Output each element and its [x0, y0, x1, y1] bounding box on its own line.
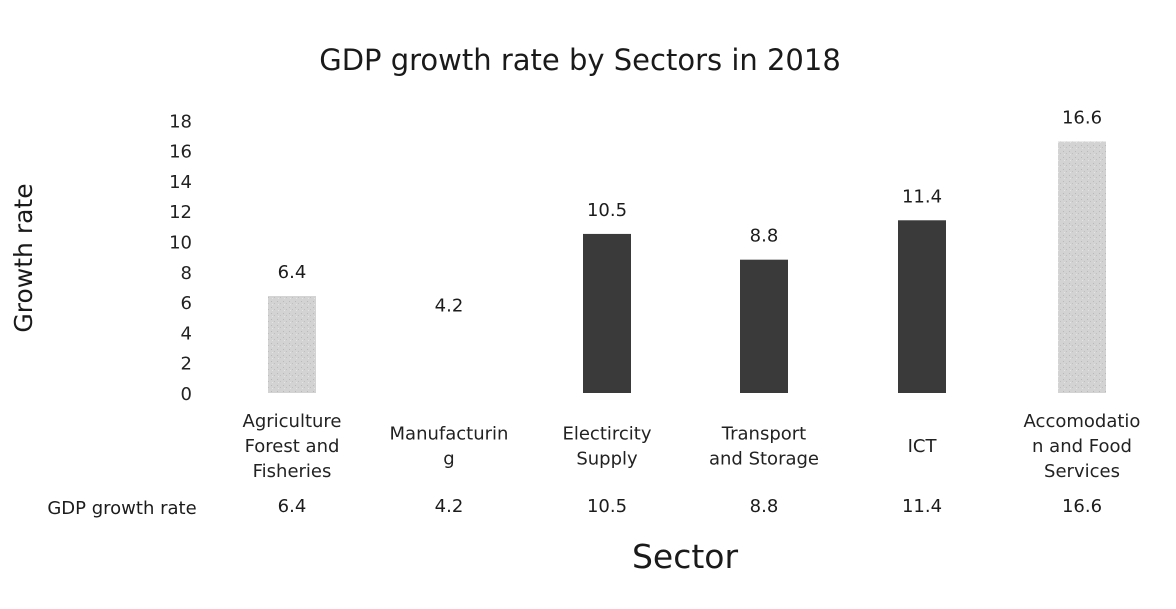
category-label-line: Transport	[721, 424, 806, 445]
category-label: Accomodatio n and Food Services	[1024, 411, 1141, 482]
bar-value-label: 11.4	[902, 186, 942, 207]
bar	[898, 220, 946, 393]
bar	[425, 329, 473, 393]
data-table-cell: 4.2	[435, 496, 464, 517]
category-label-line: Accomodatio	[1024, 411, 1141, 432]
category-labels: Agriculture Forest and Fisheries Manufactur…	[243, 411, 1141, 482]
y-tick-label: 0	[181, 384, 192, 405]
category-label-line: Fisheries	[253, 461, 332, 482]
bar-value-label: 6.4	[278, 262, 307, 283]
data-table: GDP growth rate 6.4 4.2 10.5 8.8 11.4 16.6	[47, 496, 1102, 519]
bar-value-label: 16.6	[1062, 108, 1102, 129]
category-label-line: Forest and	[245, 436, 340, 457]
y-axis-label: Growth rate	[9, 183, 38, 332]
y-tick-label: 2	[181, 354, 192, 375]
bar-value-label: 8.8	[750, 226, 779, 247]
y-tick-label: 10	[169, 233, 192, 254]
y-tick-label: 16	[169, 142, 192, 163]
bars	[268, 141, 1106, 393]
y-tick-label: 4	[181, 323, 192, 344]
category-label-line: g	[443, 449, 454, 470]
category-label: ICT	[908, 436, 938, 457]
category-label-line: Electircity	[562, 424, 651, 445]
x-axis-label: Sector	[632, 537, 739, 576]
y-tick-label: 18	[169, 111, 192, 132]
chart-title: GDP growth rate by Sectors in 2018	[319, 43, 841, 77]
category-label-line: Services	[1044, 461, 1120, 482]
data-table-cell: 10.5	[587, 496, 627, 517]
y-tick-label: 8	[181, 263, 192, 284]
category-label: Manufacturin g	[390, 424, 509, 470]
data-table-cell: 6.4	[278, 496, 307, 517]
data-table-row-label: GDP growth rate	[47, 498, 196, 519]
category-label-line: Supply	[576, 449, 638, 470]
category-label-line: n and Food	[1032, 436, 1132, 457]
bar	[268, 296, 316, 393]
category-label-line: and Storage	[709, 449, 819, 470]
y-tick-label: 14	[169, 172, 192, 193]
category-label: Transport and Storage	[709, 424, 819, 470]
category-label-line: ICT	[908, 436, 938, 457]
bar	[1058, 141, 1106, 393]
data-table-cell: 16.6	[1062, 496, 1102, 517]
category-label-line: Manufacturin	[390, 424, 509, 445]
data-table-cell: 11.4	[902, 496, 942, 517]
value-labels: 6.4 4.2 10.5 8.8 11.4 16.6	[278, 108, 1102, 317]
bar	[740, 259, 788, 393]
y-tick-label: 12	[169, 202, 192, 223]
bar-value-label: 4.2	[435, 295, 464, 316]
category-label: Agriculture Forest and Fisheries	[243, 411, 342, 482]
category-label-line: Agriculture	[243, 411, 342, 432]
y-axis-ticks: 0 2 4 6 8 10 12 14 16 18	[169, 111, 192, 405]
category-label: Electircity Supply	[562, 424, 651, 470]
bar-value-label: 10.5	[587, 200, 627, 221]
data-table-cell: 8.8	[750, 496, 779, 517]
y-tick-label: 6	[181, 293, 192, 314]
bar	[583, 233, 631, 393]
